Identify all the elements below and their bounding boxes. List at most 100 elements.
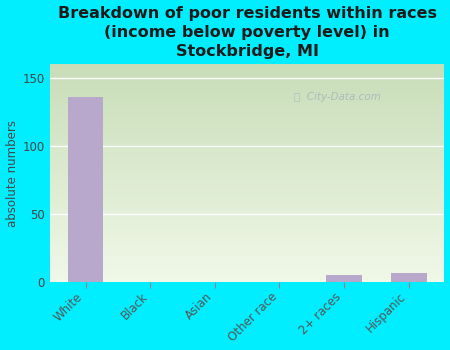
Bar: [50, 120, 445, 121]
Bar: [50, 219, 445, 220]
Bar: [50, 270, 445, 271]
Bar: [50, 168, 445, 169]
Bar: [50, 174, 445, 175]
Bar: [50, 258, 445, 259]
Bar: [50, 264, 445, 265]
Bar: [50, 178, 445, 180]
Bar: [50, 65, 445, 66]
Bar: [50, 157, 445, 158]
Bar: [50, 66, 445, 68]
Bar: [50, 255, 445, 256]
Bar: [50, 206, 445, 207]
Bar: [50, 132, 445, 133]
Bar: [50, 173, 445, 174]
Bar: [50, 197, 445, 198]
Bar: [50, 246, 445, 247]
Bar: [50, 136, 445, 137]
Bar: [50, 184, 445, 185]
Bar: [50, 171, 445, 172]
Bar: [50, 130, 445, 131]
Bar: [50, 160, 445, 161]
Bar: [50, 121, 445, 122]
Bar: [50, 235, 445, 236]
Bar: [50, 278, 445, 279]
Bar: [50, 108, 445, 109]
Bar: [50, 217, 445, 218]
Bar: [50, 99, 445, 100]
Bar: [50, 241, 445, 242]
Bar: [50, 68, 445, 69]
Bar: [50, 89, 445, 90]
Bar: [50, 274, 445, 275]
Bar: [50, 193, 445, 194]
Bar: [50, 109, 445, 110]
Bar: [50, 144, 445, 145]
Bar: [50, 85, 445, 86]
Bar: [50, 117, 445, 118]
Bar: [50, 170, 445, 171]
Bar: [50, 145, 445, 146]
Bar: [50, 254, 445, 255]
Bar: [50, 269, 445, 270]
Bar: [50, 185, 445, 186]
Bar: [50, 111, 445, 112]
Bar: [50, 122, 445, 123]
Bar: [50, 180, 445, 181]
Bar: [50, 262, 445, 264]
Bar: [50, 76, 445, 77]
Bar: [50, 280, 445, 281]
Bar: [50, 73, 445, 74]
Bar: [50, 154, 445, 155]
Bar: [50, 69, 445, 70]
Bar: [50, 210, 445, 211]
Bar: [50, 156, 445, 157]
Bar: [50, 143, 445, 144]
Bar: [50, 87, 445, 88]
Bar: [50, 152, 445, 153]
Bar: [50, 204, 445, 205]
Bar: [50, 231, 445, 232]
Bar: [50, 190, 445, 191]
Bar: [50, 147, 445, 148]
Bar: [50, 150, 445, 152]
Bar: [50, 93, 445, 94]
Bar: [50, 228, 445, 229]
Bar: [50, 162, 445, 163]
Bar: [50, 112, 445, 113]
Bar: [50, 103, 445, 104]
Bar: [391, 273, 427, 282]
Bar: [50, 244, 445, 245]
Bar: [50, 74, 445, 75]
Bar: [50, 164, 445, 166]
Bar: [50, 240, 445, 241]
Bar: [50, 101, 445, 103]
Bar: [50, 128, 445, 130]
Bar: [50, 201, 445, 202]
Bar: [50, 125, 445, 126]
Y-axis label: absolute numbers: absolute numbers: [5, 120, 18, 227]
Bar: [50, 232, 445, 233]
Bar: [50, 267, 445, 268]
Bar: [50, 123, 445, 124]
Bar: [50, 90, 445, 91]
Bar: [50, 126, 445, 127]
Bar: [50, 224, 445, 225]
Bar: [50, 260, 445, 261]
Bar: [50, 191, 445, 192]
Bar: [50, 218, 445, 219]
Bar: [50, 79, 445, 80]
Bar: [50, 252, 445, 253]
Bar: [50, 169, 445, 170]
Bar: [50, 96, 445, 97]
Bar: [50, 161, 445, 162]
Bar: [50, 127, 445, 128]
Bar: [50, 198, 445, 200]
Bar: [50, 211, 445, 212]
Bar: [50, 221, 445, 222]
Bar: [50, 205, 445, 206]
Bar: [50, 167, 445, 168]
Bar: [50, 242, 445, 243]
Bar: [50, 133, 445, 134]
Bar: [50, 118, 445, 119]
Bar: [50, 220, 445, 221]
